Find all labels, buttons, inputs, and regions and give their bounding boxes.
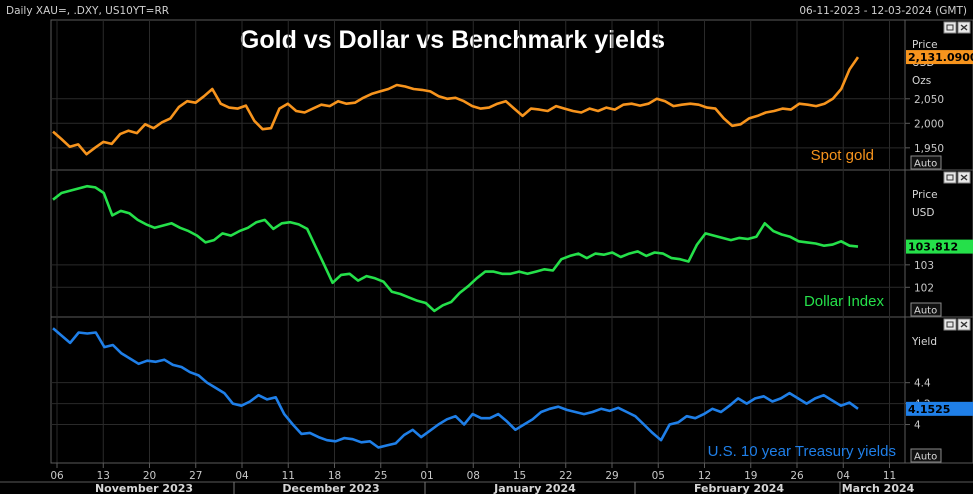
y-tick-label: 1,950 bbox=[914, 143, 944, 155]
axis-unit-label: Ozs bbox=[912, 75, 931, 87]
x-tick-label: 12 bbox=[698, 470, 711, 482]
x-tick-label: 05 bbox=[652, 470, 665, 482]
maximize-glyph bbox=[946, 174, 954, 181]
auto-scale-label: Auto bbox=[914, 159, 937, 170]
last-value-label: 4.1525 bbox=[908, 403, 950, 416]
last-value-label: 2,131.0900 bbox=[908, 51, 973, 64]
close-glyph bbox=[960, 24, 968, 31]
x-tick-label: 29 bbox=[605, 470, 618, 482]
month-label: March 2024 bbox=[842, 482, 915, 494]
axis-unit-label: USD bbox=[912, 207, 934, 219]
auto-scale-label: Auto bbox=[914, 306, 937, 317]
last-value-marker bbox=[906, 50, 973, 65]
x-tick-label: 11 bbox=[282, 470, 295, 482]
series-name-label: Dollar Index bbox=[804, 293, 885, 310]
y-tick-label: 102 bbox=[914, 282, 934, 294]
y-tick-label: 2,000 bbox=[914, 118, 944, 130]
last-value-marker bbox=[906, 401, 973, 416]
close-glyph bbox=[960, 174, 968, 181]
axis-unit-label: Yield bbox=[911, 336, 937, 348]
auto-scale-button bbox=[910, 155, 942, 170]
y-tick-label: 4.4 bbox=[914, 378, 931, 390]
maximize-icon bbox=[943, 21, 957, 34]
series-name-label: Spot gold bbox=[811, 147, 874, 164]
symbol-list: Daily XAU=, .DXY, US10YT=RR bbox=[6, 5, 170, 17]
x-tick-label: 11 bbox=[883, 470, 896, 482]
x-tick-label: 18 bbox=[328, 470, 341, 482]
last-value-label: 103.812 bbox=[908, 241, 958, 254]
panel-buttons bbox=[943, 318, 971, 331]
auto-scale-button bbox=[910, 302, 942, 317]
x-tick-label: 08 bbox=[467, 470, 480, 482]
panel-buttons bbox=[943, 21, 971, 34]
panel-buttons bbox=[943, 171, 971, 184]
x-tick-label: 27 bbox=[189, 470, 202, 482]
axis-unit-label: Price bbox=[912, 39, 938, 51]
auto-scale-button bbox=[910, 448, 942, 463]
x-tick-label: 20 bbox=[143, 470, 156, 482]
x-tick-label: 06 bbox=[50, 470, 64, 482]
maximize-glyph bbox=[946, 24, 954, 31]
x-tick-label: 25 bbox=[374, 470, 387, 482]
y-tick-label: 2,050 bbox=[914, 94, 944, 106]
series-line-dollar bbox=[52, 184, 859, 313]
month-label: January 2024 bbox=[493, 482, 576, 494]
y-tick-label: 103 bbox=[914, 260, 934, 272]
maximize-glyph bbox=[946, 321, 954, 328]
x-tick-label: 19 bbox=[744, 470, 757, 482]
chart-frame bbox=[50, 19, 973, 464]
month-label: November 2023 bbox=[95, 482, 193, 494]
x-tick-label: 26 bbox=[790, 470, 804, 482]
x-tick-label: 01 bbox=[420, 470, 433, 482]
x-tick-label: 15 bbox=[513, 470, 526, 482]
month-label: February 2024 bbox=[694, 482, 784, 494]
auto-scale-label: Auto bbox=[914, 452, 937, 463]
close-glyph bbox=[960, 321, 968, 328]
series-name-label: U.S. 10 year Treasury yields bbox=[708, 443, 896, 460]
x-tick-label: 13 bbox=[97, 470, 110, 482]
last-value-marker bbox=[906, 239, 973, 254]
x-tick-label: 22 bbox=[559, 470, 572, 482]
y-tick-label: 4 bbox=[914, 420, 921, 432]
date-range: 06-11-2023 - 12-03-2024 (GMT) bbox=[799, 5, 967, 17]
chart-title: Gold vs Dollar vs Benchmark yields bbox=[239, 26, 666, 54]
series-line-yield bbox=[52, 327, 859, 449]
axis-unit-label: Price bbox=[912, 189, 938, 201]
series-line-gold bbox=[52, 56, 860, 156]
x-tick-label: 04 bbox=[235, 470, 249, 482]
maximize-icon bbox=[943, 318, 957, 331]
x-tick-label: 04 bbox=[837, 470, 851, 482]
month-label: December 2023 bbox=[282, 482, 379, 494]
maximize-icon bbox=[943, 171, 957, 184]
